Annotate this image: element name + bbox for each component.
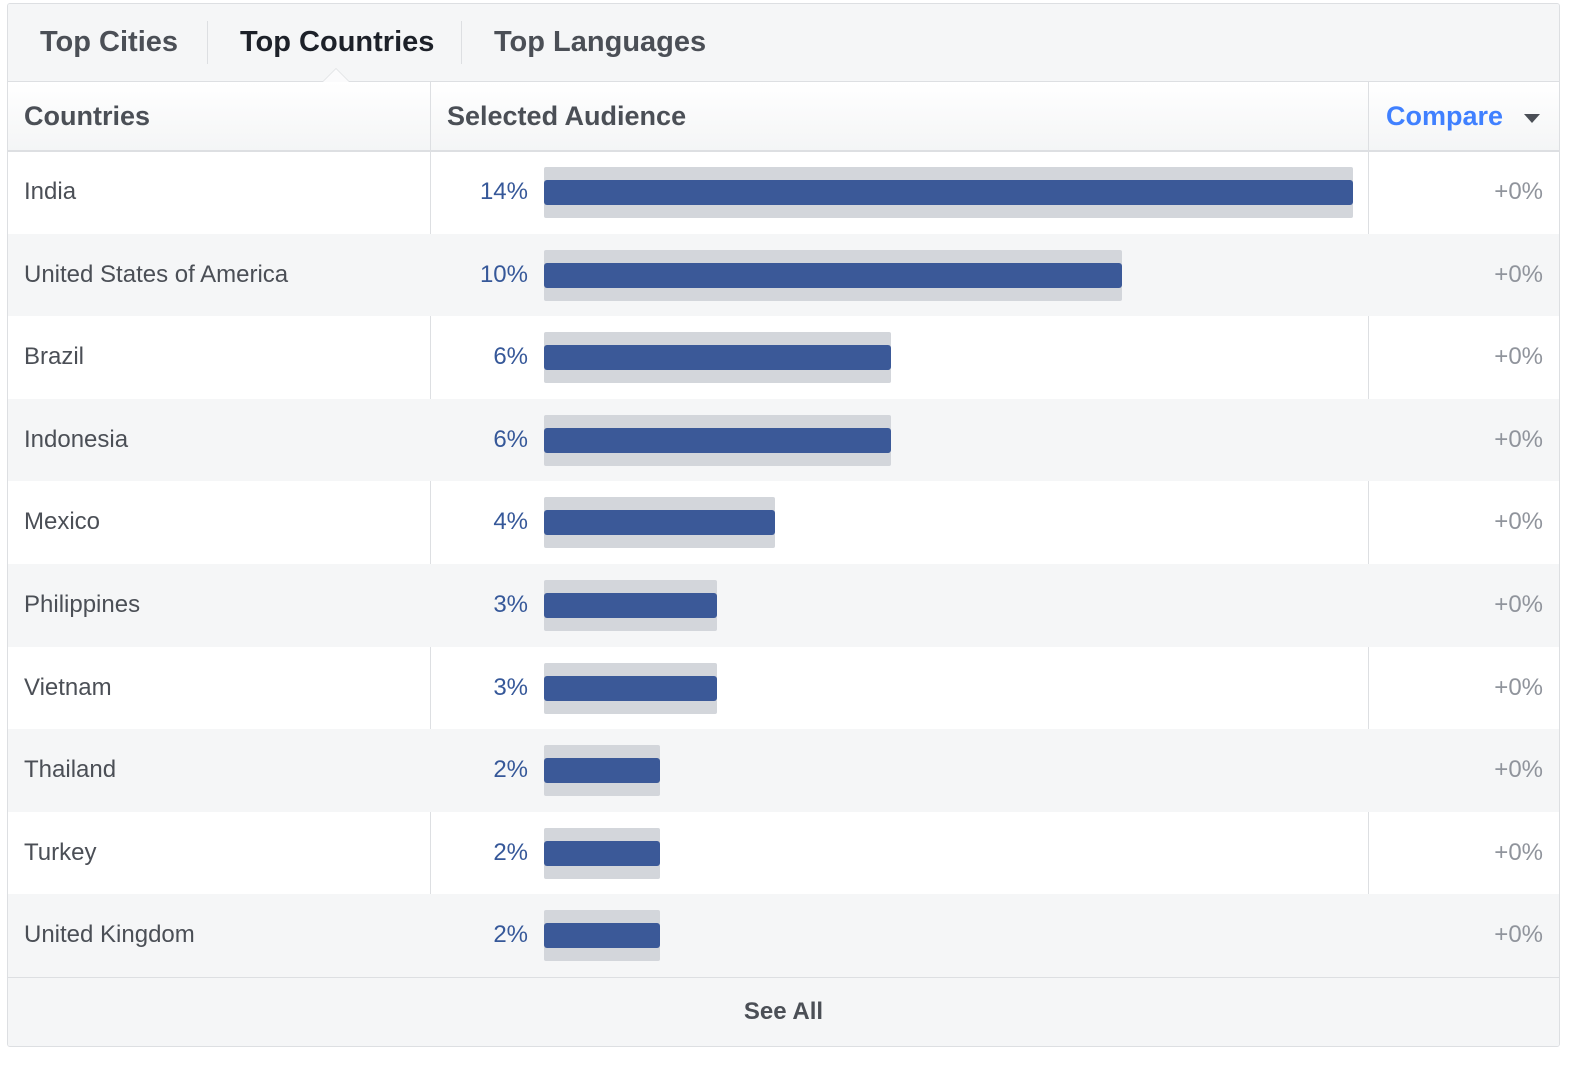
table-row: Indonesia 6% +0% xyxy=(8,399,1559,482)
compare-dropdown[interactable]: Compare xyxy=(1386,82,1503,150)
audience-percent: 14% xyxy=(438,151,528,234)
audience-bar xyxy=(544,841,660,866)
audience-percent: 2% xyxy=(438,729,528,812)
compare-delta: +0% xyxy=(1494,564,1543,647)
audience-bar xyxy=(544,510,775,535)
country-name: United States of America xyxy=(24,234,288,317)
audience-percent: 6% xyxy=(438,316,528,399)
table-body: India 14% +0% United States of America 10% +0… xyxy=(8,151,1559,977)
audience-percent: 6% xyxy=(438,399,528,482)
tab-divider xyxy=(461,21,462,64)
chevron-down-icon[interactable] xyxy=(1524,114,1540,123)
audience-percent: 3% xyxy=(438,564,528,647)
header-selected-audience: Selected Audience xyxy=(447,82,686,150)
table-row: Vietnam 3% +0% xyxy=(8,647,1559,730)
country-name: Philippines xyxy=(24,564,140,647)
audience-bar xyxy=(544,345,891,370)
compare-delta: +0% xyxy=(1494,234,1543,317)
country-name: Vietnam xyxy=(24,647,112,730)
table-row: Mexico 4% +0% xyxy=(8,481,1559,564)
country-name: Thailand xyxy=(24,729,116,812)
tab-top-languages[interactable]: Top Languages xyxy=(494,4,706,81)
tab-divider xyxy=(207,21,208,64)
table-row: United States of America 10% +0% xyxy=(8,234,1559,317)
compare-delta: +0% xyxy=(1494,812,1543,895)
audience-bar xyxy=(544,180,1353,205)
audience-bar xyxy=(544,923,660,948)
audience-percent: 4% xyxy=(438,481,528,564)
audience-bar xyxy=(544,263,1122,288)
audience-insights-panel: Top Cities Top Countries Top Languages C… xyxy=(7,3,1560,1047)
table-header: Countries Selected Audience Compare xyxy=(8,82,1559,152)
active-tab-indicator xyxy=(322,68,350,82)
country-name: Indonesia xyxy=(24,399,128,482)
table-row: Philippines 3% +0% xyxy=(8,564,1559,647)
audience-percent: 10% xyxy=(438,234,528,317)
table-row: Brazil 6% +0% xyxy=(8,316,1559,399)
table-row: Thailand 2% +0% xyxy=(8,729,1559,812)
audience-bar xyxy=(544,758,660,783)
compare-delta: +0% xyxy=(1494,399,1543,482)
audience-percent: 2% xyxy=(438,812,528,895)
audience-bar xyxy=(544,428,891,453)
audience-percent: 3% xyxy=(438,647,528,730)
compare-delta: +0% xyxy=(1494,729,1543,812)
audience-bar xyxy=(544,676,717,701)
country-name: Turkey xyxy=(24,812,96,895)
country-name: India xyxy=(24,151,76,234)
country-name: Mexico xyxy=(24,481,100,564)
see-all-button[interactable]: See All xyxy=(8,977,1559,1047)
compare-delta: +0% xyxy=(1494,894,1543,977)
compare-delta: +0% xyxy=(1494,647,1543,730)
tab-bar: Top Cities Top Countries Top Languages xyxy=(8,4,1559,82)
compare-delta: +0% xyxy=(1494,316,1543,399)
country-name: Brazil xyxy=(24,316,84,399)
table-row: India 14% +0% xyxy=(8,151,1559,234)
header-countries: Countries xyxy=(24,82,150,150)
table-row: United Kingdom 2% +0% xyxy=(8,894,1559,977)
tab-top-cities[interactable]: Top Cities xyxy=(40,4,178,81)
table-row: Turkey 2% +0% xyxy=(8,812,1559,895)
compare-delta: +0% xyxy=(1494,481,1543,564)
compare-delta: +0% xyxy=(1494,151,1543,234)
audience-percent: 2% xyxy=(438,894,528,977)
country-name: United Kingdom xyxy=(24,894,195,977)
audience-bar xyxy=(544,593,717,618)
